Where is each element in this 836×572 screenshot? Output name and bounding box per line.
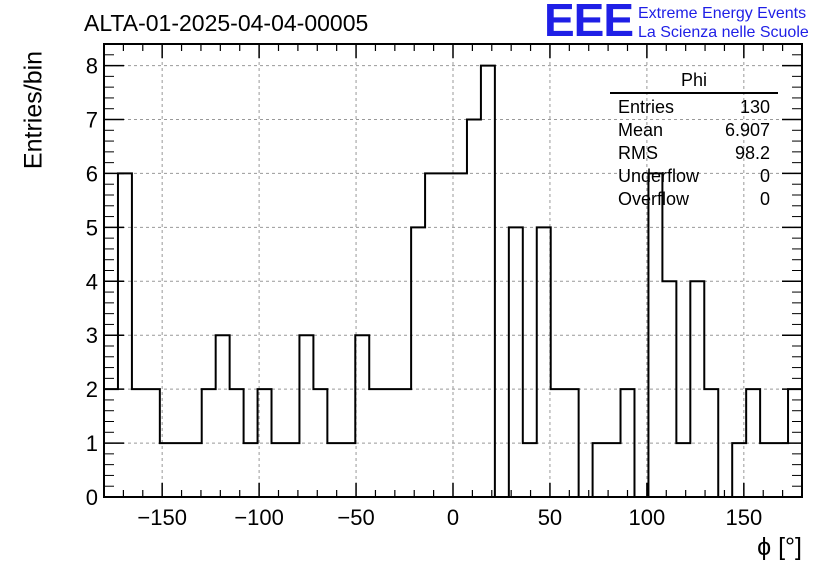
y-tick-label: 1 <box>86 431 98 456</box>
y-tick-label: 0 <box>86 485 98 510</box>
stats-box: Phi Entries 130 Mean 6.907 RMS 98.2 Underflow 0… <box>610 70 778 211</box>
stats-row: Underflow 0 <box>610 165 778 188</box>
y-tick-label: 2 <box>86 377 98 402</box>
logo-caption-line-1: Extreme Energy Events <box>638 5 807 22</box>
x-tick-label: −100 <box>234 505 284 530</box>
x-tick-label: 150 <box>725 505 762 530</box>
y-tick-label: 5 <box>86 215 98 240</box>
stats-label: Mean <box>618 120 664 140</box>
y-tick-label: 6 <box>86 161 98 186</box>
stats-label: RMS <box>618 143 658 163</box>
stats-value: 0 <box>759 166 770 186</box>
stats-rows: Entries 130 Mean 6.907 RMS 98.2 Underflow 0 Over… <box>610 96 778 211</box>
x-tick-label: 50 <box>538 505 562 530</box>
stats-row: Mean 6.907 <box>610 119 778 142</box>
stats-title: Phi <box>610 70 778 94</box>
y-tick-label: 4 <box>86 269 98 294</box>
stats-value: 130 <box>739 97 770 117</box>
y-tick-label: 8 <box>86 54 98 79</box>
x-axis-label: ϕ [°] <box>757 533 802 561</box>
plot-frame <box>103 43 803 498</box>
logo-caption-line-2: La Scienza nelle Scuole <box>638 24 809 41</box>
x-tick-labels: −150 −100 −50 0 50 100 150 <box>137 505 762 530</box>
eee-logo: EEE <box>544 0 634 46</box>
x-tick-label: −150 <box>137 505 187 530</box>
y-tick-labels: 0 1 2 3 4 5 6 7 8 <box>86 54 98 510</box>
stats-label: Underflow <box>618 166 700 186</box>
stats-row: Overflow 0 <box>610 188 778 211</box>
axis-ticks <box>104 44 802 498</box>
stats-row: Entries 130 <box>610 96 778 119</box>
y-tick-label: 7 <box>86 108 98 133</box>
y-tick-label: 3 <box>86 323 98 348</box>
x-tick-label: 100 <box>629 505 666 530</box>
stats-row: RMS 98.2 <box>610 142 778 165</box>
stats-value: 6.907 <box>724 120 770 140</box>
histogram-line <box>104 64 802 498</box>
stats-label: Entries <box>618 97 675 117</box>
x-tick-label: −50 <box>337 505 374 530</box>
logo-caption: Extreme Energy Events La Scienza nelle S… <box>638 4 809 42</box>
chart-title: ALTA-01-2025-04-04-00005 <box>84 10 369 36</box>
stats-value: 0 <box>759 189 770 209</box>
x-tick-label: 0 <box>447 505 459 530</box>
stats-value: 98.2 <box>734 143 770 163</box>
stats-label: Overflow <box>618 189 690 209</box>
